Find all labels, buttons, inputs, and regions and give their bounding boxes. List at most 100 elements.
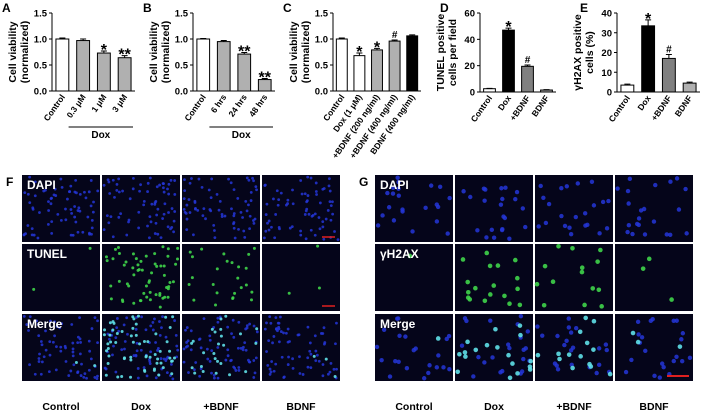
nucleus xyxy=(331,200,334,203)
stained-nucleus xyxy=(121,300,124,303)
nucleus xyxy=(471,374,475,378)
row-label: Merge xyxy=(27,317,63,331)
nucleus xyxy=(499,186,503,190)
nucleus xyxy=(279,316,282,319)
stained-nucleus xyxy=(139,299,142,302)
nucleus xyxy=(38,353,41,356)
nucleus xyxy=(149,177,152,180)
nucleus xyxy=(162,182,165,185)
nucleus xyxy=(41,360,44,363)
significance-mark: # xyxy=(392,30,398,41)
nucleus xyxy=(185,228,188,231)
nucleus xyxy=(242,346,245,349)
row-label: TUNEL xyxy=(27,247,67,261)
nucleus xyxy=(270,360,273,363)
panel-label: A xyxy=(2,1,11,15)
nucleus xyxy=(281,356,284,359)
nucleus xyxy=(307,326,310,329)
stained-nucleus xyxy=(334,375,337,378)
nucleus xyxy=(273,335,276,338)
stained-nucleus xyxy=(567,352,572,357)
nucleus xyxy=(140,349,143,352)
stained-nucleus xyxy=(93,364,96,367)
nucleus xyxy=(185,204,188,207)
x-tick-label: 1 μM xyxy=(89,92,108,114)
stained-nucleus xyxy=(191,276,194,279)
nucleus xyxy=(55,345,58,348)
stained-nucleus xyxy=(131,327,134,330)
nucleus xyxy=(636,332,640,336)
panel-label: G xyxy=(359,175,368,189)
stained-nucleus xyxy=(135,257,138,260)
stained-nucleus xyxy=(121,330,124,333)
stained-nucleus xyxy=(502,294,507,299)
nucleus xyxy=(40,340,43,343)
x-tick-label: +BDNF xyxy=(508,93,533,122)
nucleus xyxy=(86,216,89,219)
stained-nucleus xyxy=(515,276,520,281)
stained-nucleus xyxy=(155,265,158,268)
nucleus xyxy=(287,363,290,366)
stained-nucleus xyxy=(220,335,223,338)
y-axis-label: γH2AX positive xyxy=(572,14,584,91)
nucleus xyxy=(112,179,115,182)
stained-nucleus xyxy=(518,333,523,338)
x-tick-label: 24 hrs xyxy=(226,92,249,118)
nucleus xyxy=(118,191,121,194)
nucleus xyxy=(34,194,37,197)
group-label: Dox xyxy=(91,130,110,141)
nucleus xyxy=(315,190,318,193)
group-label: Dox xyxy=(232,130,251,141)
nucleus xyxy=(31,206,34,209)
nucleus xyxy=(447,196,451,200)
nucleus xyxy=(115,189,118,192)
nucleus xyxy=(234,237,237,240)
nucleus xyxy=(48,370,51,373)
stained-nucleus xyxy=(170,372,173,375)
stained-nucleus xyxy=(168,350,171,353)
nucleus xyxy=(492,235,496,239)
stained-nucleus xyxy=(556,244,561,249)
nucleus xyxy=(521,206,525,210)
nucleus xyxy=(255,188,258,191)
nucleus xyxy=(320,332,323,335)
nucleus xyxy=(266,222,269,225)
nucleus xyxy=(199,337,202,340)
significance-mark: # xyxy=(666,44,672,55)
nucleus xyxy=(309,342,312,345)
nucleus xyxy=(314,359,317,362)
nucleus xyxy=(65,360,68,363)
stained-nucleus xyxy=(105,374,108,377)
nucleus xyxy=(71,342,74,345)
nucleus xyxy=(111,353,114,356)
nucleus xyxy=(282,376,285,379)
stained-nucleus xyxy=(219,328,222,331)
error-bar xyxy=(200,38,206,39)
nucleus xyxy=(221,213,224,216)
nucleus xyxy=(461,189,465,193)
nucleus xyxy=(88,340,91,343)
nucleus xyxy=(629,358,633,362)
stained-nucleus xyxy=(250,298,253,301)
stained-nucleus xyxy=(245,284,248,287)
nucleus xyxy=(167,211,170,214)
stained-nucleus xyxy=(142,292,145,295)
stained-nucleus xyxy=(485,343,490,348)
nucleus xyxy=(635,222,639,226)
nucleus xyxy=(194,201,197,204)
stained-nucleus xyxy=(132,341,135,344)
stained-nucleus xyxy=(145,285,148,288)
panel-label: F xyxy=(6,175,13,189)
nucleus xyxy=(309,366,312,369)
nucleus xyxy=(192,233,195,236)
significance-mark: * xyxy=(101,42,108,59)
nucleus xyxy=(306,356,309,359)
nucleus xyxy=(183,189,186,192)
row-label: DAPI xyxy=(27,178,56,192)
nucleus xyxy=(154,200,157,203)
nucleus xyxy=(253,325,256,328)
nucleus xyxy=(249,215,252,218)
stained-nucleus xyxy=(172,280,175,283)
stained-nucleus xyxy=(250,291,253,294)
stained-nucleus xyxy=(508,375,513,380)
